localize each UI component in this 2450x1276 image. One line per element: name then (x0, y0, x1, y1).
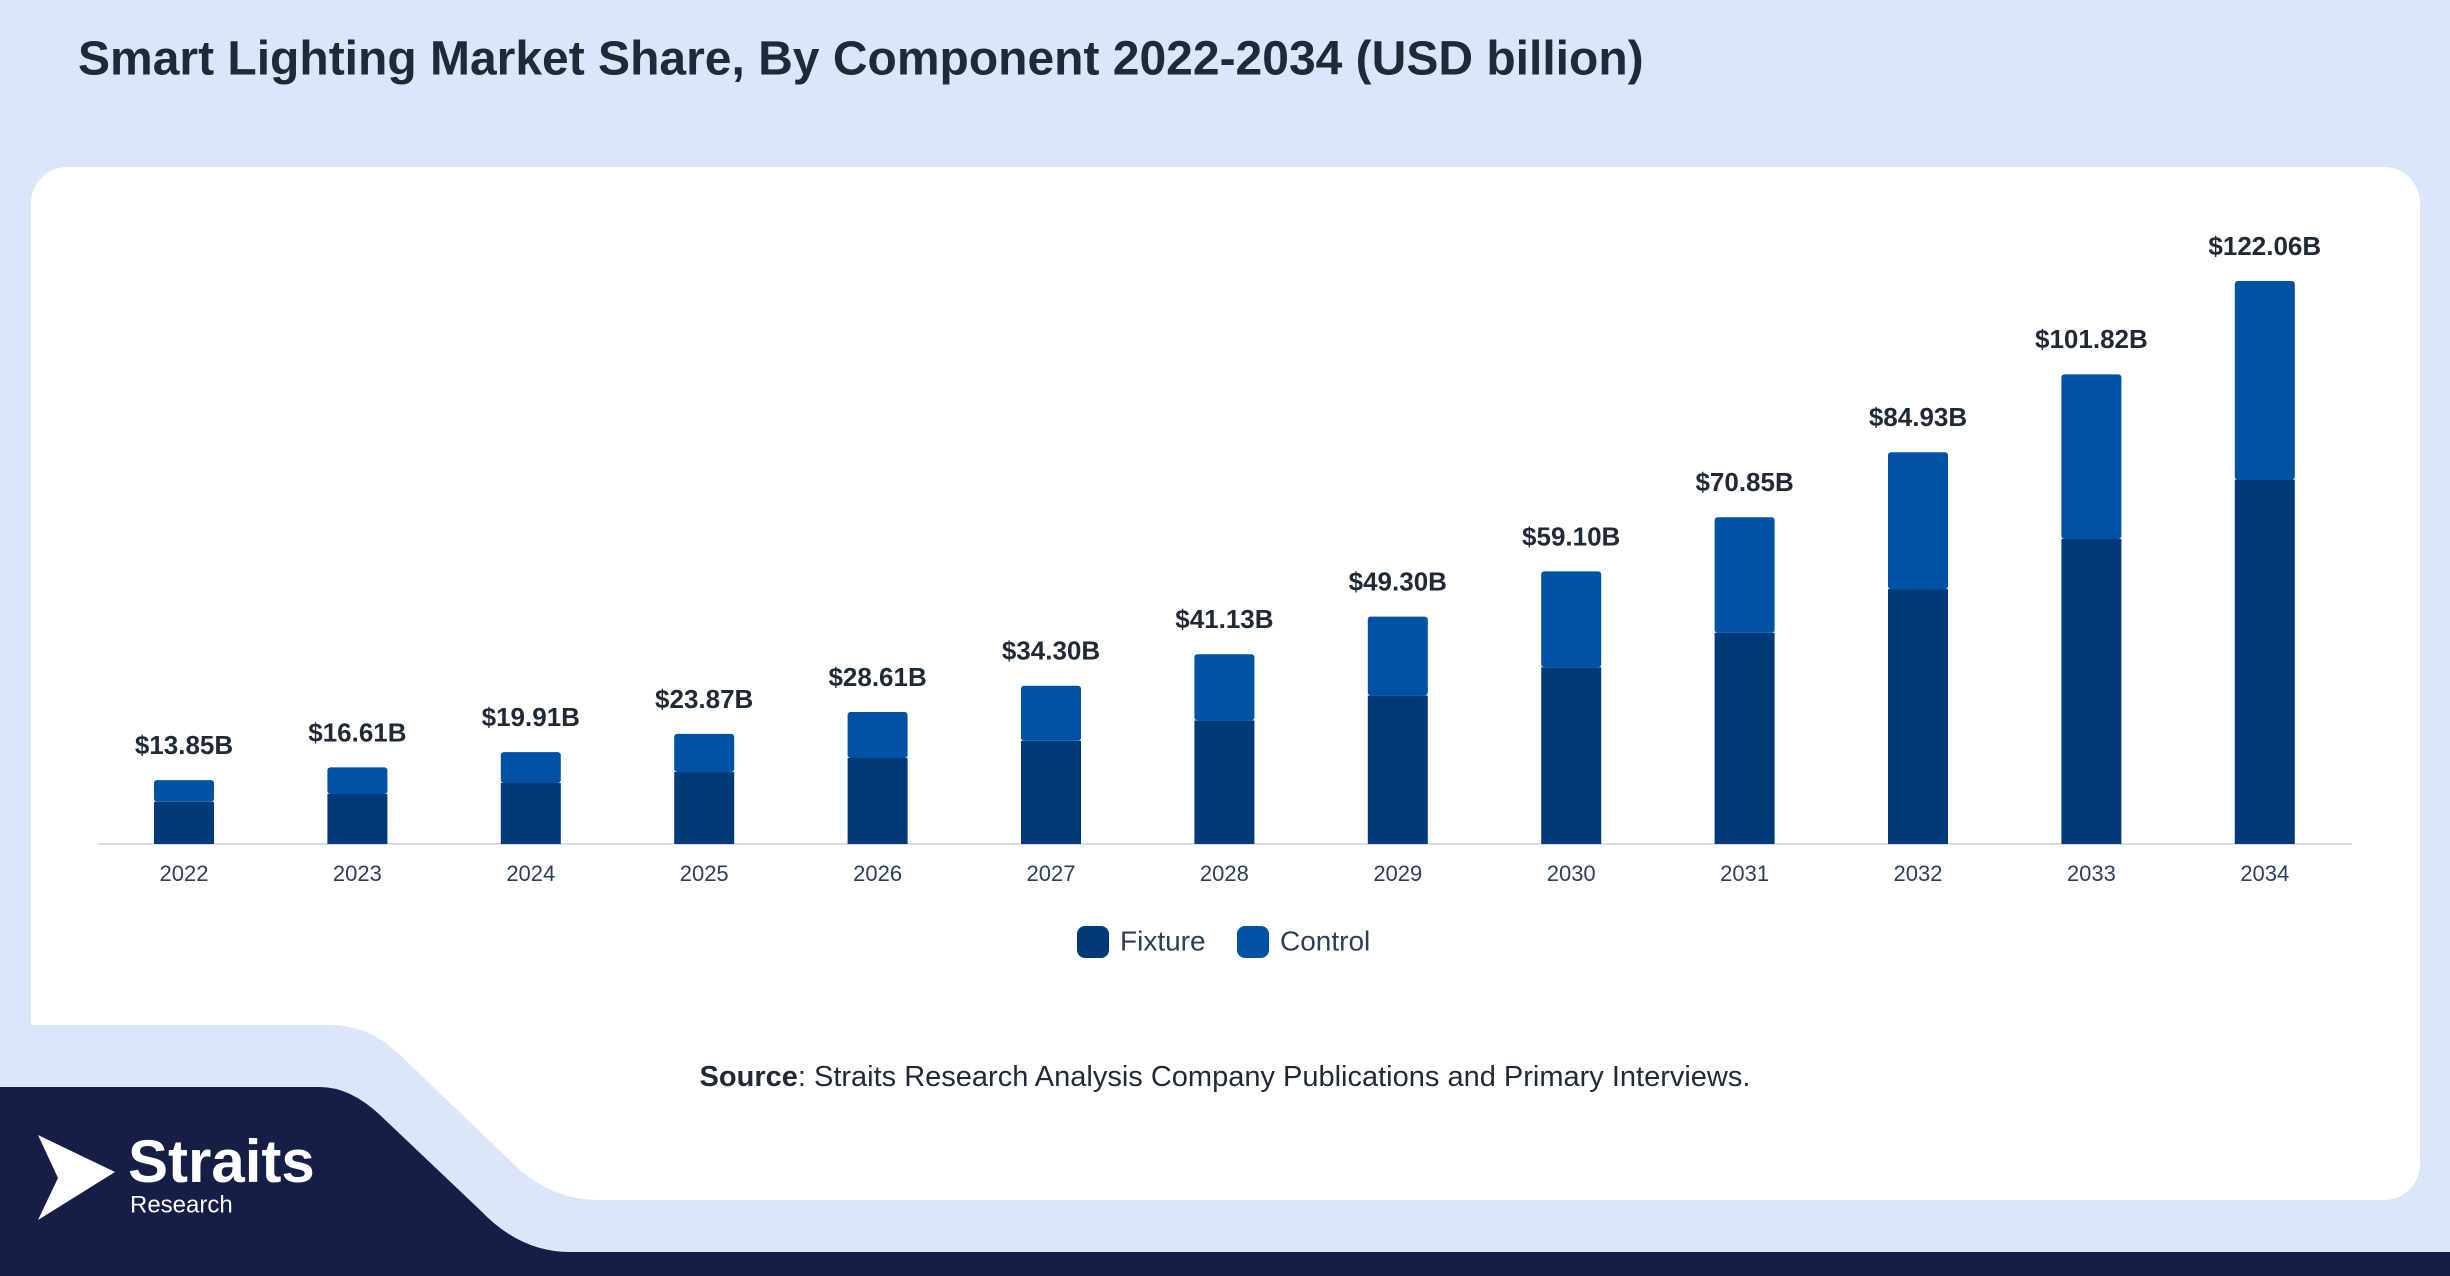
bar-segment (674, 733, 735, 773)
bar-segment (1888, 452, 1948, 590)
footer-band (0, 1087, 2450, 1276)
bar-segment (1021, 740, 1081, 844)
bar-segment (2234, 281, 2295, 480)
bar-segment (1888, 589, 1948, 844)
bar-segment (154, 780, 214, 802)
logo-name: Straits (128, 1128, 315, 1195)
x-tick-label: 2024 (506, 861, 555, 886)
source: Source: Straits Research Analysis Compan… (700, 1061, 1751, 1093)
source-label: Source (700, 1061, 798, 1093)
total-label: $13.85B (135, 730, 233, 760)
bar-segment (847, 712, 908, 758)
bar-segment (1194, 654, 1255, 721)
x-tick-label: 2028 (1200, 861, 1249, 886)
legend-label: Control (1280, 925, 1370, 956)
legend-label: Fixture (1120, 925, 1206, 956)
legend-swatch (1077, 926, 1109, 958)
total-label: $28.61B (828, 662, 926, 692)
bar-segment (327, 767, 388, 794)
total-label: $41.13B (1175, 604, 1273, 634)
total-label: $49.30B (1349, 566, 1447, 596)
logo-icon (38, 1135, 115, 1220)
bar-segment (1714, 632, 1775, 844)
total-label: $101.82B (2035, 324, 2148, 354)
total-label: $122.06B (2208, 231, 2321, 261)
total-label: $34.30B (1002, 636, 1100, 666)
source-text: : Straits Research Analysis Company Publ… (798, 1061, 1751, 1093)
bar-segment (1194, 720, 1255, 844)
bar-segment (1541, 667, 1602, 844)
x-tick-label: 2034 (2240, 861, 2289, 886)
x-tick-label: 2031 (1720, 861, 1769, 886)
bar-segment (674, 772, 735, 844)
logo-sub: Research (130, 1191, 233, 1218)
x-tick-label: 2029 (1373, 861, 1422, 886)
bar-segment (1367, 695, 1428, 844)
bar-segment (500, 752, 561, 784)
bar-segment (1541, 571, 1602, 668)
bar-segment (847, 757, 908, 844)
total-label: $23.87B (655, 684, 753, 714)
bar-segment (1714, 517, 1775, 633)
total-label: $19.91B (482, 702, 580, 732)
x-tick-label: 2032 (1894, 861, 1943, 886)
total-label: $70.85B (1695, 467, 1793, 497)
legend-swatch (1237, 926, 1269, 958)
bar-segment (2061, 539, 2122, 844)
x-tick-label: 2027 (1027, 861, 1076, 886)
bar-segment (1367, 616, 1428, 696)
x-tick-label: 2023 (333, 861, 382, 886)
chart-title: Smart Lighting Market Share, By Componen… (78, 33, 1644, 86)
bar-segment (2061, 374, 2122, 540)
x-tick-label: 2025 (680, 861, 729, 886)
bar-segment (154, 801, 214, 844)
x-tick-label: 2030 (1547, 861, 1596, 886)
bar-segment (2234, 479, 2295, 844)
total-label: $59.10B (1522, 521, 1620, 551)
x-tick-label: 2022 (160, 861, 209, 886)
total-label: $16.61B (308, 717, 406, 747)
bar-segment (500, 783, 561, 844)
x-tick-label: 2033 (2067, 861, 2116, 886)
bar-segment (327, 793, 388, 844)
bar-segment (1021, 685, 1081, 741)
x-tick-label: 2026 (853, 861, 902, 886)
total-label: $84.93B (1869, 402, 1967, 432)
